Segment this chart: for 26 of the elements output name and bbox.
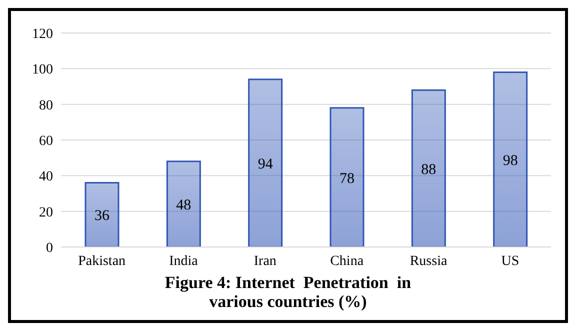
x-tick-label: Pakistan	[78, 254, 126, 269]
text: Figure 4: Internet Penetration in various countries (%)	[164, 273, 412, 311]
y-tick-label: 120	[32, 26, 53, 42]
y-tick-label: 100	[32, 62, 53, 78]
data-label: 48	[176, 198, 192, 214]
y-tick-label: 20	[39, 205, 53, 220]
x-tick-label: China	[330, 254, 364, 269]
x-tick-label: Iran	[254, 254, 276, 269]
data-label: 94	[258, 156, 274, 173]
x-tick-label: Russia	[410, 254, 448, 269]
data-label: 98	[502, 152, 518, 169]
y-tick-label: 0	[46, 240, 53, 256]
bar	[493, 71, 528, 247]
bar	[248, 78, 283, 247]
bar	[84, 182, 120, 247]
data-label: 88	[421, 162, 436, 178]
bar	[411, 89, 446, 247]
y-tick-label: 60	[39, 134, 53, 149]
y-tick-label: 40	[39, 170, 53, 185]
data-label: 36	[94, 208, 110, 224]
x-tick-label: India	[169, 254, 199, 269]
bar	[166, 160, 201, 247]
y-tick-label: 80	[39, 98, 53, 114]
x-tick-label: US	[501, 254, 520, 269]
data-label: 78	[340, 170, 354, 187]
bar	[330, 107, 364, 247]
